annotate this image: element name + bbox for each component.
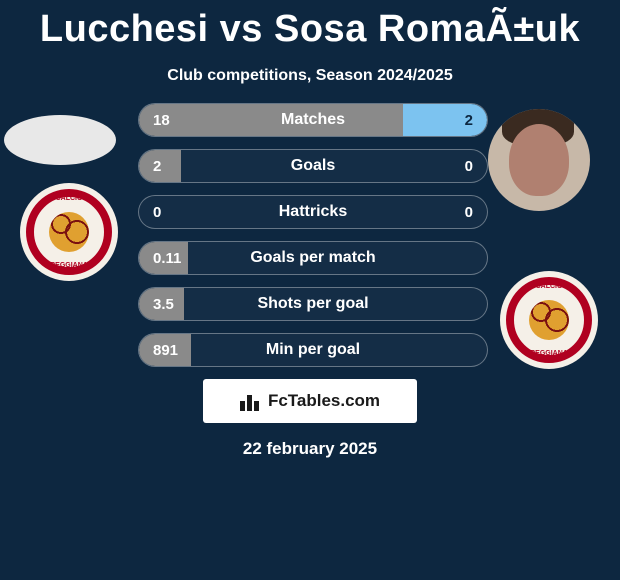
stat-label: Hattricks — [279, 203, 347, 221]
badge-text-top: CALCIO — [56, 195, 83, 202]
stat-row: 2 Goals 0 — [138, 149, 488, 183]
bars-icon — [240, 391, 262, 411]
stat-row: 0.11 Goals per match — [138, 241, 488, 275]
stat-row: 3.5 Shots per goal — [138, 287, 488, 321]
football-icon — [529, 300, 569, 340]
stat-value-left: 2 — [153, 158, 161, 175]
player-left-avatar — [4, 115, 116, 165]
stat-label: Shots per goal — [257, 295, 368, 313]
stat-row: 891 Min per goal — [138, 333, 488, 367]
badge-text-bottom: REGGIANA — [530, 350, 568, 357]
stat-value-right: 0 — [465, 158, 473, 175]
stat-value-right: 2 — [465, 112, 473, 129]
stat-value-left: 0.11 — [153, 250, 181, 267]
page-subtitle: Club competitions, Season 2024/2025 — [0, 67, 620, 85]
comparison-content: CALCIO REGGIANA CALCIO REGGIANA 18 Matche… — [0, 103, 620, 367]
stat-label: Goals — [291, 157, 335, 175]
stat-bar-left — [139, 104, 403, 136]
snapshot-date: 22 february 2025 — [0, 439, 620, 459]
player-right-avatar — [488, 109, 590, 211]
brand-label: FcTables.com — [268, 391, 380, 411]
stat-value-left: 3.5 — [153, 296, 174, 313]
stat-label: Matches — [281, 111, 345, 129]
stat-row: 0 Hattricks 0 — [138, 195, 488, 229]
club-badge-right: CALCIO REGGIANA — [500, 271, 598, 369]
club-badge-left: CALCIO REGGIANA — [20, 183, 118, 281]
stat-value-left: 0 — [153, 204, 161, 221]
badge-ring-icon: CALCIO REGGIANA — [506, 277, 592, 363]
stat-bar-right — [403, 104, 487, 136]
stats-list: 18 Matches 2 2 Goals 0 0 Hattricks 0 0.11 Goals pe… — [138, 103, 488, 367]
stat-value-right: 0 — [465, 204, 473, 221]
football-icon — [49, 212, 89, 252]
brand-badge: FcTables.com — [203, 379, 417, 423]
stat-row: 18 Matches 2 — [138, 103, 488, 137]
stat-label: Goals per match — [250, 249, 375, 267]
badge-text-bottom: REGGIANA — [50, 262, 88, 269]
badge-text-top: CALCIO — [536, 283, 563, 290]
avatar-face — [509, 124, 569, 196]
stat-label: Min per goal — [266, 341, 360, 359]
badge-ring-icon: CALCIO REGGIANA — [26, 189, 112, 275]
stat-value-left: 891 — [153, 342, 178, 359]
stat-value-left: 18 — [153, 112, 170, 129]
page-title: Lucchesi vs Sosa RomaÃ±uk — [0, 0, 620, 51]
